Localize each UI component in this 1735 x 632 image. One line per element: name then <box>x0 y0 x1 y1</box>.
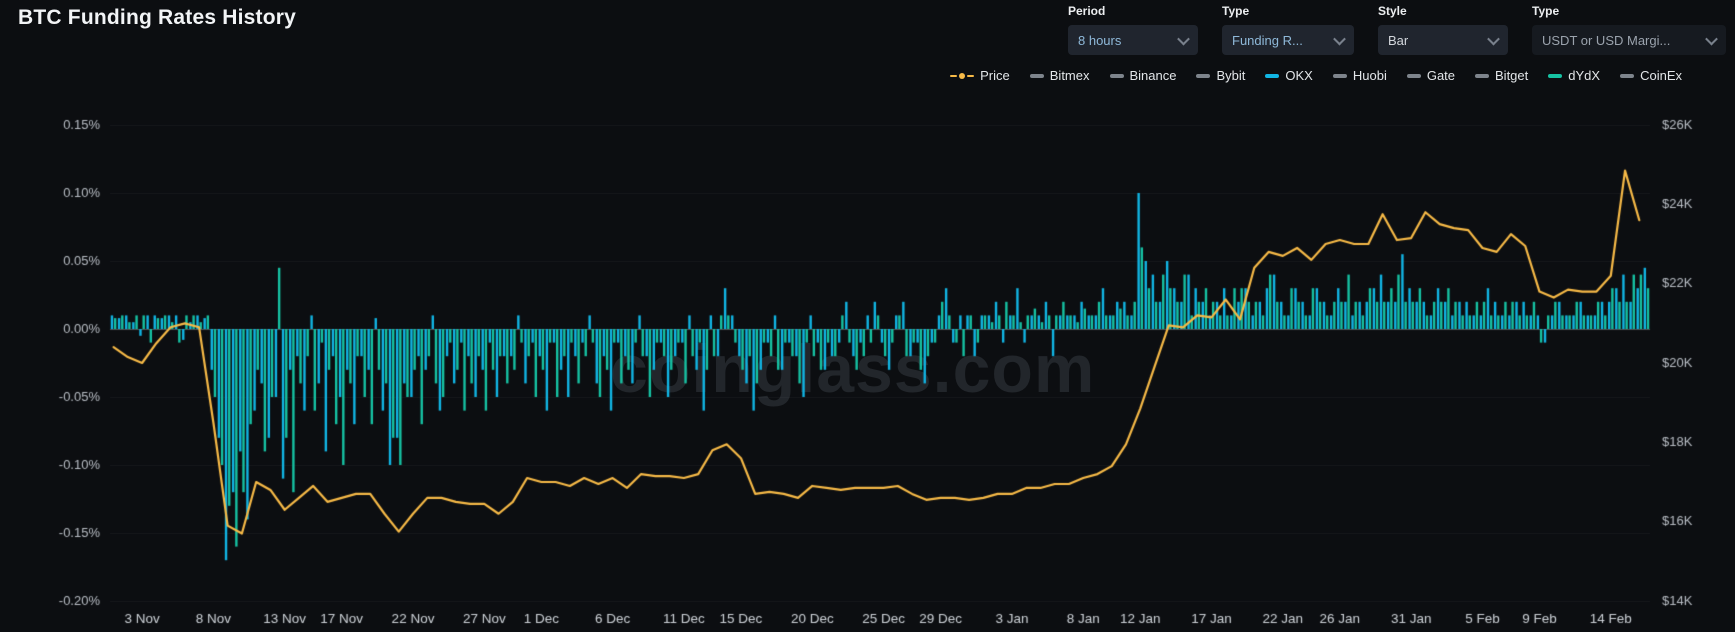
chevron-down-icon <box>1333 32 1346 45</box>
series-dash-icon <box>1548 73 1563 78</box>
legend-item[interactable]: Bitget <box>1475 68 1528 83</box>
legend-item-label: Bybit <box>1216 68 1246 83</box>
legend-item[interactable]: Huobi <box>1332 68 1387 83</box>
chart-controls: Period 8 hours Type Funding R... Style B… <box>1068 4 1726 55</box>
style-value: Bar <box>1388 32 1409 48</box>
legend-item-label: CoinEx <box>1640 68 1682 83</box>
legend-item-label: OKX <box>1285 68 1313 83</box>
series-dash-icon <box>1475 73 1490 78</box>
legend-item[interactable]: OKX <box>1265 68 1313 83</box>
period-label: Period <box>1068 4 1106 18</box>
series-dash-icon <box>1265 73 1280 78</box>
legend-item[interactable]: Bybit <box>1196 68 1245 83</box>
control-period: Period 8 hours <box>1068 4 1198 55</box>
margin-type-label: Type <box>1532 4 1560 18</box>
series-dash-icon <box>1029 73 1044 78</box>
legend-item-label: Binance <box>1129 68 1177 83</box>
style-dropdown[interactable]: Bar <box>1378 25 1508 55</box>
chevron-down-icon <box>1177 32 1190 45</box>
margin-type-dropdown[interactable]: USDT or USD Margi... <box>1532 25 1726 55</box>
control-style: Style Bar <box>1378 4 1508 55</box>
style-label: Style <box>1378 4 1407 18</box>
series-dash-icon <box>1620 73 1635 78</box>
type-label: Type <box>1222 4 1250 18</box>
page-title: BTC Funding Rates History <box>18 6 297 29</box>
price-line-icon <box>950 72 975 79</box>
legend-item[interactable]: Binance <box>1109 68 1177 83</box>
legend-item-label: dYdX <box>1568 68 1601 83</box>
legend-item-label: Gate <box>1426 68 1456 83</box>
legend-item-label: Bitmex <box>1049 68 1090 83</box>
period-dropdown[interactable]: 8 hours <box>1068 25 1198 55</box>
series-dash-icon <box>1332 73 1347 78</box>
chart-legend: Price Bitmex Binance Bybit OKX Huobi Gat… <box>950 68 1682 83</box>
chevron-down-icon <box>1705 32 1718 45</box>
legend-item-label: Huobi <box>1352 68 1387 83</box>
legend-item-label: Price <box>980 68 1010 83</box>
legend-item[interactable]: Bitmex <box>1029 68 1090 83</box>
legend-item[interactable]: Price <box>950 68 1010 83</box>
control-type: Type Funding R... <box>1222 4 1354 55</box>
legend-item[interactable]: Gate <box>1406 68 1456 83</box>
type-value: Funding R... <box>1232 32 1303 48</box>
margin-type-value: USDT or USD Margi... <box>1542 32 1671 48</box>
control-margin-type: Type USDT or USD Margi... <box>1532 4 1726 55</box>
legend-item[interactable]: CoinEx <box>1620 68 1682 83</box>
legend-item-label: Bitget <box>1495 68 1529 83</box>
type-dropdown[interactable]: Funding R... <box>1222 25 1354 55</box>
legend-item[interactable]: dYdX <box>1548 68 1600 83</box>
series-dash-icon <box>1109 73 1124 78</box>
chevron-down-icon <box>1487 32 1500 45</box>
series-dash-icon <box>1406 73 1421 78</box>
series-dash-icon <box>1196 73 1211 78</box>
period-value: 8 hours <box>1078 32 1122 48</box>
